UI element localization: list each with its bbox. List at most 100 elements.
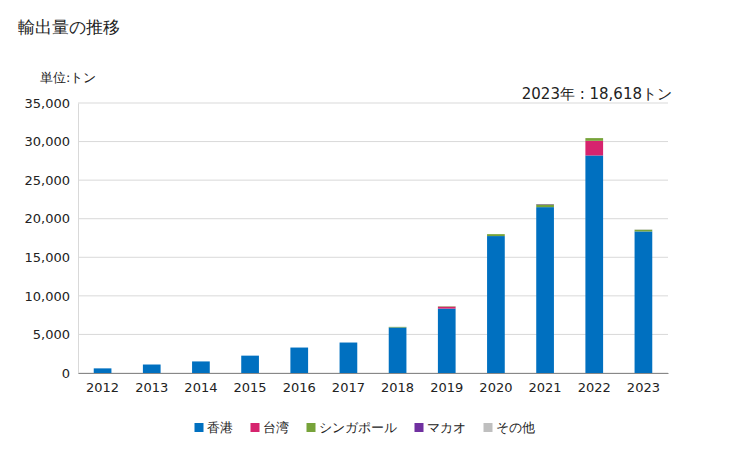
y-tick: 30,000: [25, 134, 79, 149]
bar: [143, 364, 161, 365]
legend-item: マカオ: [415, 420, 466, 435]
bar: [536, 204, 554, 205]
bar: [635, 229, 653, 230]
legend-label: シンガポール: [319, 420, 397, 435]
legend-item: 香港: [195, 420, 233, 435]
bar: [290, 347, 308, 348]
x-tick-label: 2013: [135, 380, 168, 395]
grid-line: [78, 295, 668, 296]
x-tick: 2015: [234, 373, 267, 395]
series: [94, 155, 653, 373]
bar: [585, 138, 603, 141]
bar: [536, 207, 554, 373]
bar: [389, 326, 407, 327]
y-tick: 10,000: [25, 289, 79, 304]
y-tick-label: 10,000: [25, 289, 71, 304]
x-tick-label: 2021: [529, 380, 562, 395]
bar: [340, 342, 358, 343]
x-tick: 2020: [479, 373, 512, 395]
bar: [585, 141, 603, 156]
x-tick-label: 2012: [86, 380, 119, 395]
bar: [635, 229, 653, 230]
legend-item: 台湾: [251, 420, 289, 435]
title: 輸出量の推移: [18, 17, 120, 37]
y-tick-label: 25,000: [25, 173, 71, 188]
x-tick: 2014: [184, 373, 217, 395]
grid-line: [78, 180, 668, 181]
bar: [192, 361, 210, 362]
x-tick: 2019: [430, 373, 463, 395]
legend-item: シンガポール: [307, 420, 397, 435]
x-tick-label: 2023: [627, 380, 660, 395]
bar: [290, 347, 308, 348]
x-tick-label: 2020: [479, 380, 512, 395]
bar: [340, 342, 358, 343]
x-tick-label: 2017: [332, 380, 365, 395]
grid-line: [78, 334, 668, 335]
y-tick: 15,000: [25, 250, 79, 265]
x-tick: 2021: [529, 373, 562, 395]
legend-swatch: [195, 423, 204, 432]
bar: [340, 343, 358, 373]
bar: [487, 234, 505, 235]
bar: [635, 230, 653, 232]
x-tick: 2023: [627, 373, 660, 395]
bar: [94, 368, 112, 373]
bar: [438, 306, 456, 307]
bar: [94, 368, 112, 369]
bar: [438, 306, 456, 307]
y-axis-title: 単位:トン: [40, 70, 96, 85]
bar: [290, 347, 308, 348]
bar: [438, 306, 456, 307]
bar: [585, 138, 603, 139]
grid: [78, 103, 668, 373]
bar: [290, 348, 308, 373]
legend-swatch: [484, 423, 493, 432]
x-tick-label: 2015: [234, 380, 267, 395]
y-tick: 25,000: [25, 173, 79, 188]
x-tick-label: 2016: [283, 380, 316, 395]
bar: [635, 231, 653, 373]
x-tick: 2016: [283, 373, 316, 395]
bar: [340, 342, 358, 343]
bar: [143, 365, 161, 373]
legend-swatch: [251, 423, 260, 432]
x-tick: 2012: [86, 373, 119, 395]
y-tick-label: 35,000: [25, 96, 71, 111]
y-tick-label: 30,000: [25, 134, 71, 149]
y-tick-label: 5,000: [33, 327, 70, 342]
grid-line: [78, 218, 668, 219]
legend-label: 台湾: [263, 420, 289, 435]
grid-line: [78, 257, 668, 258]
legend-label: マカオ: [427, 420, 466, 435]
grid-line: [78, 373, 668, 374]
bar: [340, 342, 358, 343]
x-tick-label: 2014: [184, 380, 217, 395]
bar: [487, 236, 505, 373]
y-tick: 35,000: [25, 96, 79, 111]
y-tick: 0: [62, 366, 78, 381]
series: [635, 229, 653, 230]
bar: [143, 364, 161, 365]
bar: [192, 361, 210, 373]
legend-swatch: [307, 423, 316, 432]
grid-line: [78, 103, 668, 104]
bar: [536, 204, 554, 207]
x-tick-label: 2019: [430, 380, 463, 395]
legend-swatch: [415, 423, 424, 432]
bar: [389, 327, 407, 328]
bar: [192, 361, 210, 362]
y-axis-line: [78, 104, 79, 374]
series: [389, 138, 653, 327]
y-tick: 5,000: [33, 327, 78, 342]
legend-label: その他: [496, 420, 535, 435]
x-tick: 2013: [135, 373, 168, 395]
series: [438, 141, 603, 309]
chart: 輸出量の推移単位:トン2023年 : 18,618トン05,00010,0001…: [0, 0, 729, 450]
legend: 香港 台湾 シンガポール マカオ その他: [195, 420, 535, 435]
x-tick-label: 2018: [381, 380, 414, 395]
bar: [241, 356, 259, 373]
x-tick-label: 2022: [578, 380, 611, 395]
bar: [438, 307, 456, 309]
bar: [192, 361, 210, 362]
